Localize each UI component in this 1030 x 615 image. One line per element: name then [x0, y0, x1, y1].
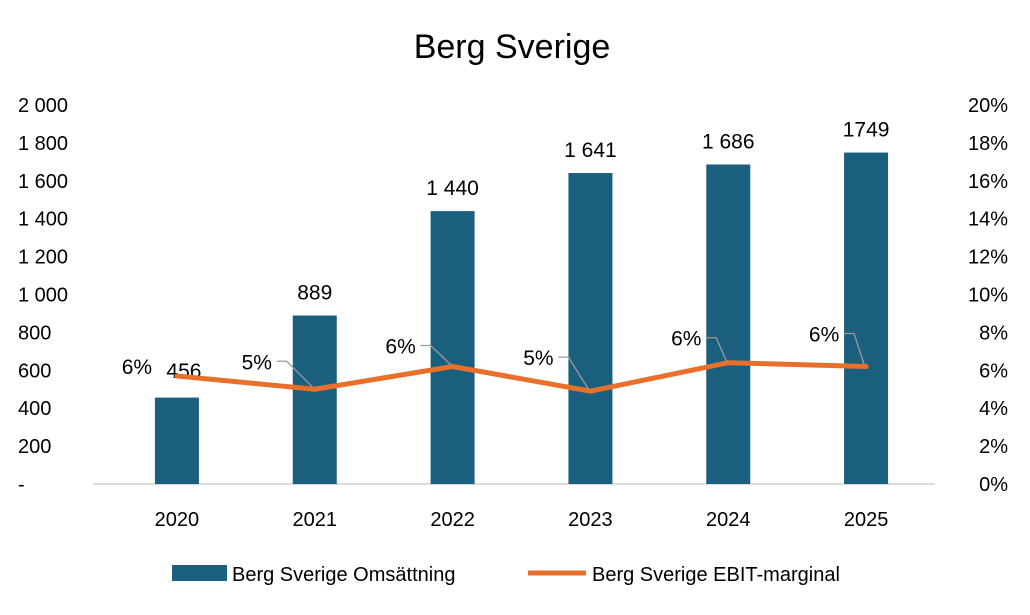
y-left-axis: - 200 400 600 800 1 000 1 200 1 400 1 600 1 800 2 … — [18, 95, 68, 496]
y-right-tick-label: 10% — [968, 285, 1008, 307]
bar-data-label: 1 440 — [426, 177, 479, 200]
line-data-label: 6% — [809, 324, 839, 347]
line-point — [174, 373, 180, 379]
legend-swatch-bar — [172, 565, 227, 581]
line-point — [450, 364, 456, 370]
line-point — [863, 364, 869, 370]
y-left-tick-label: 2 000 — [18, 95, 68, 117]
legend: Berg Sverige Omsättning Berg Sverige EBI… — [172, 564, 840, 586]
y-right-tick-label: 16% — [968, 171, 1008, 193]
line-data-label: 6% — [671, 328, 701, 351]
y-left-tick-label: 1 400 — [18, 209, 68, 231]
leader-line — [558, 356, 589, 390]
y-right-tick-label: 8% — [979, 322, 1008, 344]
line-data-label: 5% — [242, 351, 272, 374]
y-right-tick-label: 2% — [979, 436, 1008, 458]
bar-data-label: 1 686 — [702, 131, 755, 154]
x-tick-label: 2025 — [844, 509, 889, 531]
bar — [844, 152, 889, 484]
x-tick-label: 2021 — [293, 509, 338, 531]
leader-line — [844, 332, 865, 365]
line-series — [174, 360, 869, 394]
x-tick-label: 2024 — [706, 509, 751, 531]
line-data-label: 6% — [385, 336, 415, 359]
bar-data-label: 1 641 — [564, 139, 617, 162]
line-path — [174, 360, 869, 394]
leader-line — [706, 337, 727, 361]
y-left-tick-label: 1 200 — [18, 247, 68, 269]
line-data-labels: 6% 5% 6% 5% 6% 6% — [122, 324, 840, 379]
leader-line — [420, 344, 452, 365]
bar-series — [154, 152, 889, 485]
y-left-tick-label: 1 800 — [18, 133, 68, 155]
line-point — [587, 388, 593, 394]
y-right-tick-label: 4% — [979, 398, 1008, 420]
y-left-tick-label: - — [18, 474, 25, 496]
bar-data-label: 1749 — [843, 119, 890, 142]
y-right-tick-label: 14% — [968, 209, 1008, 231]
x-tick-label: 2020 — [155, 509, 200, 531]
leader-line — [276, 360, 314, 388]
bar — [568, 173, 613, 484]
line-data-label: 6% — [122, 356, 152, 379]
y-left-tick-label: 1 600 — [18, 171, 68, 193]
y-left-tick-label: 1 000 — [18, 285, 68, 307]
x-axis-ticks: 2020 2021 2022 2023 2024 2025 — [155, 509, 889, 531]
chart-title: Berg Sverige — [414, 28, 611, 66]
line-data-label: 5% — [523, 347, 553, 370]
y-right-tick-label: 0% — [979, 474, 1008, 496]
y-right-axis: 0% 2% 4% 6% 8% 10% 12% 14% 16% 18% 20% — [968, 95, 1008, 496]
bar — [154, 397, 199, 484]
y-right-tick-label: 20% — [968, 95, 1008, 117]
bar-data-label: 889 — [297, 282, 332, 305]
bar — [430, 211, 475, 484]
y-left-tick-label: 200 — [18, 436, 51, 458]
leader-lines — [276, 332, 865, 390]
bar — [292, 315, 337, 484]
legend-label-bar: Berg Sverige Omsättning — [232, 564, 455, 586]
x-tick-label: 2022 — [430, 509, 475, 531]
y-right-tick-label: 18% — [968, 133, 1008, 155]
y-left-tick-label: 800 — [18, 322, 51, 344]
bar — [706, 164, 751, 485]
x-tick-label: 2023 — [568, 509, 613, 531]
y-left-tick-label: 600 — [18, 360, 51, 382]
legend-label-line: Berg Sverige EBIT-marginal — [592, 564, 840, 586]
y-right-tick-label: 12% — [968, 247, 1008, 269]
y-left-tick-label: 400 — [18, 398, 51, 420]
y-right-tick-label: 6% — [979, 360, 1008, 382]
line-point — [725, 360, 731, 366]
line-point — [312, 386, 318, 392]
